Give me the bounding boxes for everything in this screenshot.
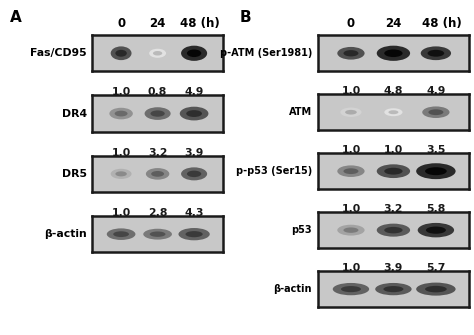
- Ellipse shape: [113, 231, 129, 237]
- Text: p53: p53: [291, 225, 312, 235]
- Ellipse shape: [337, 47, 365, 60]
- Text: 0: 0: [117, 17, 125, 30]
- Text: 3.5: 3.5: [426, 145, 446, 155]
- Ellipse shape: [115, 50, 127, 57]
- Ellipse shape: [115, 111, 128, 117]
- Text: 1.0: 1.0: [341, 263, 361, 273]
- Text: 5.7: 5.7: [426, 263, 446, 273]
- Text: DR4: DR4: [62, 109, 87, 119]
- Text: 4.3: 4.3: [184, 208, 204, 218]
- Text: 5.8: 5.8: [426, 204, 446, 214]
- Ellipse shape: [146, 168, 169, 180]
- Text: B: B: [239, 10, 251, 25]
- Ellipse shape: [383, 286, 403, 292]
- Ellipse shape: [388, 110, 399, 114]
- Ellipse shape: [422, 107, 449, 118]
- Ellipse shape: [150, 231, 165, 237]
- Text: 1.0: 1.0: [341, 145, 361, 155]
- Ellipse shape: [185, 231, 203, 237]
- Text: 1.0: 1.0: [341, 204, 361, 214]
- Ellipse shape: [421, 46, 451, 60]
- Ellipse shape: [187, 50, 201, 57]
- Ellipse shape: [178, 228, 210, 240]
- Ellipse shape: [109, 108, 133, 119]
- Ellipse shape: [186, 110, 202, 117]
- Ellipse shape: [107, 228, 136, 240]
- Text: 3.9: 3.9: [184, 148, 204, 158]
- Ellipse shape: [377, 224, 410, 237]
- Ellipse shape: [181, 46, 207, 61]
- Text: 48 (h): 48 (h): [180, 17, 219, 30]
- Ellipse shape: [344, 227, 358, 233]
- Text: 48 (h): 48 (h): [422, 17, 462, 30]
- Text: 3.2: 3.2: [383, 204, 403, 214]
- Ellipse shape: [425, 286, 447, 292]
- Text: 1.0: 1.0: [111, 208, 131, 218]
- Text: 3.2: 3.2: [148, 148, 167, 158]
- Ellipse shape: [428, 109, 443, 115]
- Ellipse shape: [425, 167, 447, 175]
- Text: Fas/CD95: Fas/CD95: [30, 48, 87, 58]
- Ellipse shape: [337, 165, 365, 177]
- Ellipse shape: [426, 226, 446, 234]
- Text: 1.0: 1.0: [111, 148, 131, 158]
- Ellipse shape: [384, 227, 402, 233]
- Ellipse shape: [143, 229, 172, 240]
- Text: ATM: ATM: [289, 107, 312, 117]
- Text: 4.9: 4.9: [184, 87, 204, 97]
- Ellipse shape: [416, 163, 456, 179]
- Ellipse shape: [180, 107, 209, 121]
- Ellipse shape: [187, 171, 201, 177]
- Text: β-actin: β-actin: [273, 284, 312, 294]
- Text: 0: 0: [347, 17, 355, 30]
- Ellipse shape: [344, 50, 358, 56]
- Text: DR5: DR5: [62, 169, 87, 179]
- Ellipse shape: [375, 283, 411, 295]
- Ellipse shape: [344, 168, 358, 174]
- Ellipse shape: [110, 169, 131, 179]
- Ellipse shape: [333, 283, 369, 295]
- Ellipse shape: [150, 111, 165, 117]
- Text: 1.0: 1.0: [341, 86, 361, 96]
- Ellipse shape: [145, 107, 171, 120]
- Text: 3.9: 3.9: [384, 263, 403, 273]
- Text: 24: 24: [149, 17, 166, 30]
- Text: p-ATM (Ser1981): p-ATM (Ser1981): [219, 48, 312, 58]
- Text: p-p53 (Ser15): p-p53 (Ser15): [236, 166, 312, 176]
- Ellipse shape: [110, 46, 131, 60]
- Ellipse shape: [153, 51, 162, 56]
- Ellipse shape: [418, 223, 454, 238]
- Text: 24: 24: [385, 17, 401, 30]
- Ellipse shape: [341, 286, 361, 292]
- Text: A: A: [9, 10, 21, 25]
- Ellipse shape: [384, 108, 402, 116]
- Text: 1.0: 1.0: [384, 145, 403, 155]
- Ellipse shape: [384, 168, 402, 175]
- Ellipse shape: [337, 225, 365, 236]
- Text: 4.9: 4.9: [426, 86, 446, 96]
- Ellipse shape: [345, 110, 357, 115]
- Ellipse shape: [151, 171, 164, 177]
- Text: β-actin: β-actin: [44, 229, 87, 239]
- Text: 4.8: 4.8: [384, 86, 403, 96]
- Text: 1.0: 1.0: [111, 87, 131, 97]
- Text: 0.8: 0.8: [148, 87, 167, 97]
- Ellipse shape: [340, 108, 362, 117]
- Ellipse shape: [181, 168, 207, 180]
- Ellipse shape: [149, 49, 166, 58]
- Ellipse shape: [384, 50, 402, 57]
- Ellipse shape: [416, 283, 456, 295]
- Text: 2.8: 2.8: [148, 208, 167, 218]
- Ellipse shape: [377, 164, 410, 178]
- Ellipse shape: [115, 171, 127, 177]
- Ellipse shape: [377, 46, 410, 61]
- Ellipse shape: [428, 50, 444, 57]
